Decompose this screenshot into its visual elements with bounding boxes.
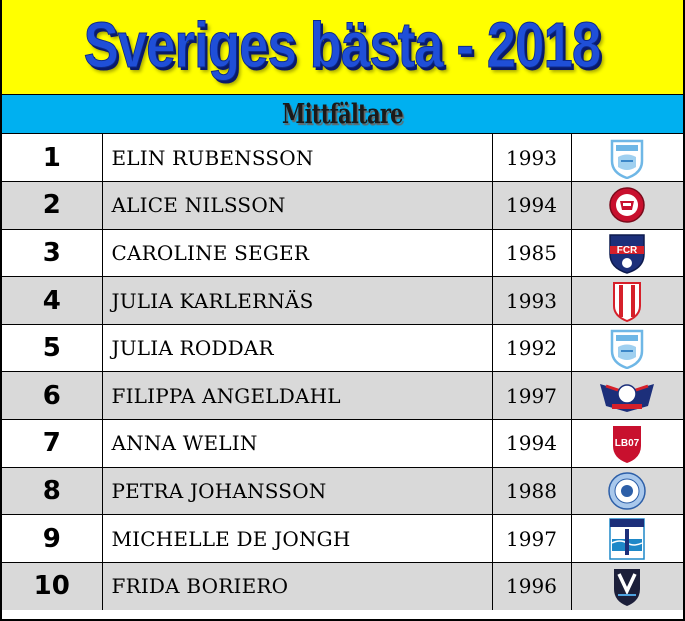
club-crest-vaxjo-icon [614, 569, 641, 607]
title-banner: Sveriges bästa - 2018 [2, 0, 683, 95]
player-name: FRIDA BORIERO [101, 561, 493, 610]
player-name: ANNA WELIN [101, 419, 493, 468]
position-banner: Mittfältare [2, 95, 683, 134]
club-crest-fcr-icon: FCR [609, 234, 645, 274]
player-name: MICHELLE DE JONGH [101, 514, 493, 563]
club-logo-cell [570, 514, 683, 563]
club-crest-light-blue-icon [611, 329, 644, 370]
club-logo-cell [570, 181, 683, 230]
club-logo-cell: FCR [570, 228, 683, 278]
table-row: 3 CAROLINE SEGER 1985 FCR [2, 228, 683, 278]
player-name: PETRA JOHANSSON [101, 466, 493, 516]
rank-cell: 10 [2, 561, 103, 610]
birth-year: 1993 [491, 276, 572, 325]
club-crest-blue-round-icon [608, 472, 646, 510]
club-crest-linkoping-icon [600, 383, 655, 412]
rank-cell: 9 [2, 514, 103, 563]
club-crest-vgik-icon [609, 517, 645, 560]
table-row: 1 ELIN RUBENSSON 1993 [2, 134, 683, 183]
rank-cell: 1 [2, 134, 103, 183]
rank-cell: 3 [2, 228, 103, 278]
birth-year: 1993 [491, 134, 572, 183]
club-logo-cell [570, 466, 683, 516]
svg-text:FCR: FCR [617, 245, 638, 256]
club-logo-cell [570, 276, 683, 325]
birth-year: 1985 [491, 228, 572, 278]
table-row: 6 FILIPPA ANGELDAHL 1997 [2, 371, 683, 421]
birth-year: 1994 [491, 181, 572, 230]
club-crest-lb07-icon: LB07 [613, 426, 642, 464]
club-logo-cell [570, 371, 683, 421]
birth-year: 1997 [491, 371, 572, 421]
player-name: JULIA KARLERNÄS [101, 276, 493, 325]
club-crest-red-stripes-icon [613, 281, 642, 322]
club-crest-red-round-icon [609, 187, 645, 224]
table-row: 9 MICHELLE DE JONGH 1997 [2, 514, 683, 563]
birth-year: 1996 [491, 561, 572, 610]
player-name: ALICE NILSSON [101, 181, 493, 230]
rank-cell: 4 [2, 276, 103, 325]
birth-year: 1994 [491, 419, 572, 468]
player-name: FILIPPA ANGELDAHL [101, 371, 493, 421]
table-row: 5 JULIA RODDAR 1992 [2, 323, 683, 373]
table-row: 7 ANNA WELIN 1994 LB07 [2, 419, 683, 468]
rank-cell: 6 [2, 371, 103, 421]
player-name: JULIA RODDAR [101, 323, 493, 373]
position-label: Mittfältare [282, 98, 404, 130]
club-logo-cell [570, 561, 683, 610]
rank-cell: 5 [2, 323, 103, 373]
birth-year: 1988 [491, 466, 572, 516]
rank-cell: 8 [2, 466, 103, 516]
birth-year: 1992 [491, 323, 572, 373]
table-row: 10 FRIDA BORIERO 1996 [2, 561, 683, 610]
player-name: CAROLINE SEGER [101, 228, 493, 278]
svg-text:LB07: LB07 [615, 438, 640, 449]
birth-year: 1997 [491, 514, 572, 563]
table-row: 8 PETRA JOHANSSON 1988 [2, 466, 683, 516]
ranking-table: 1 ELIN RUBENSSON 1993 2 ALICE NILSSON 19… [2, 134, 683, 610]
player-name: ELIN RUBENSSON [101, 134, 493, 183]
rank-cell: 2 [2, 181, 103, 230]
club-logo-cell [570, 323, 683, 373]
rank-cell: 7 [2, 419, 103, 468]
club-logo-cell: LB07 [570, 419, 683, 468]
table-row: 4 JULIA KARLERNÄS 1993 [2, 276, 683, 325]
page-title: Sveriges bästa - 2018 [84, 9, 602, 82]
club-logo-cell [570, 134, 683, 183]
club-crest-light-blue-icon [611, 139, 644, 179]
table-row: 2 ALICE NILSSON 1994 [2, 181, 683, 230]
